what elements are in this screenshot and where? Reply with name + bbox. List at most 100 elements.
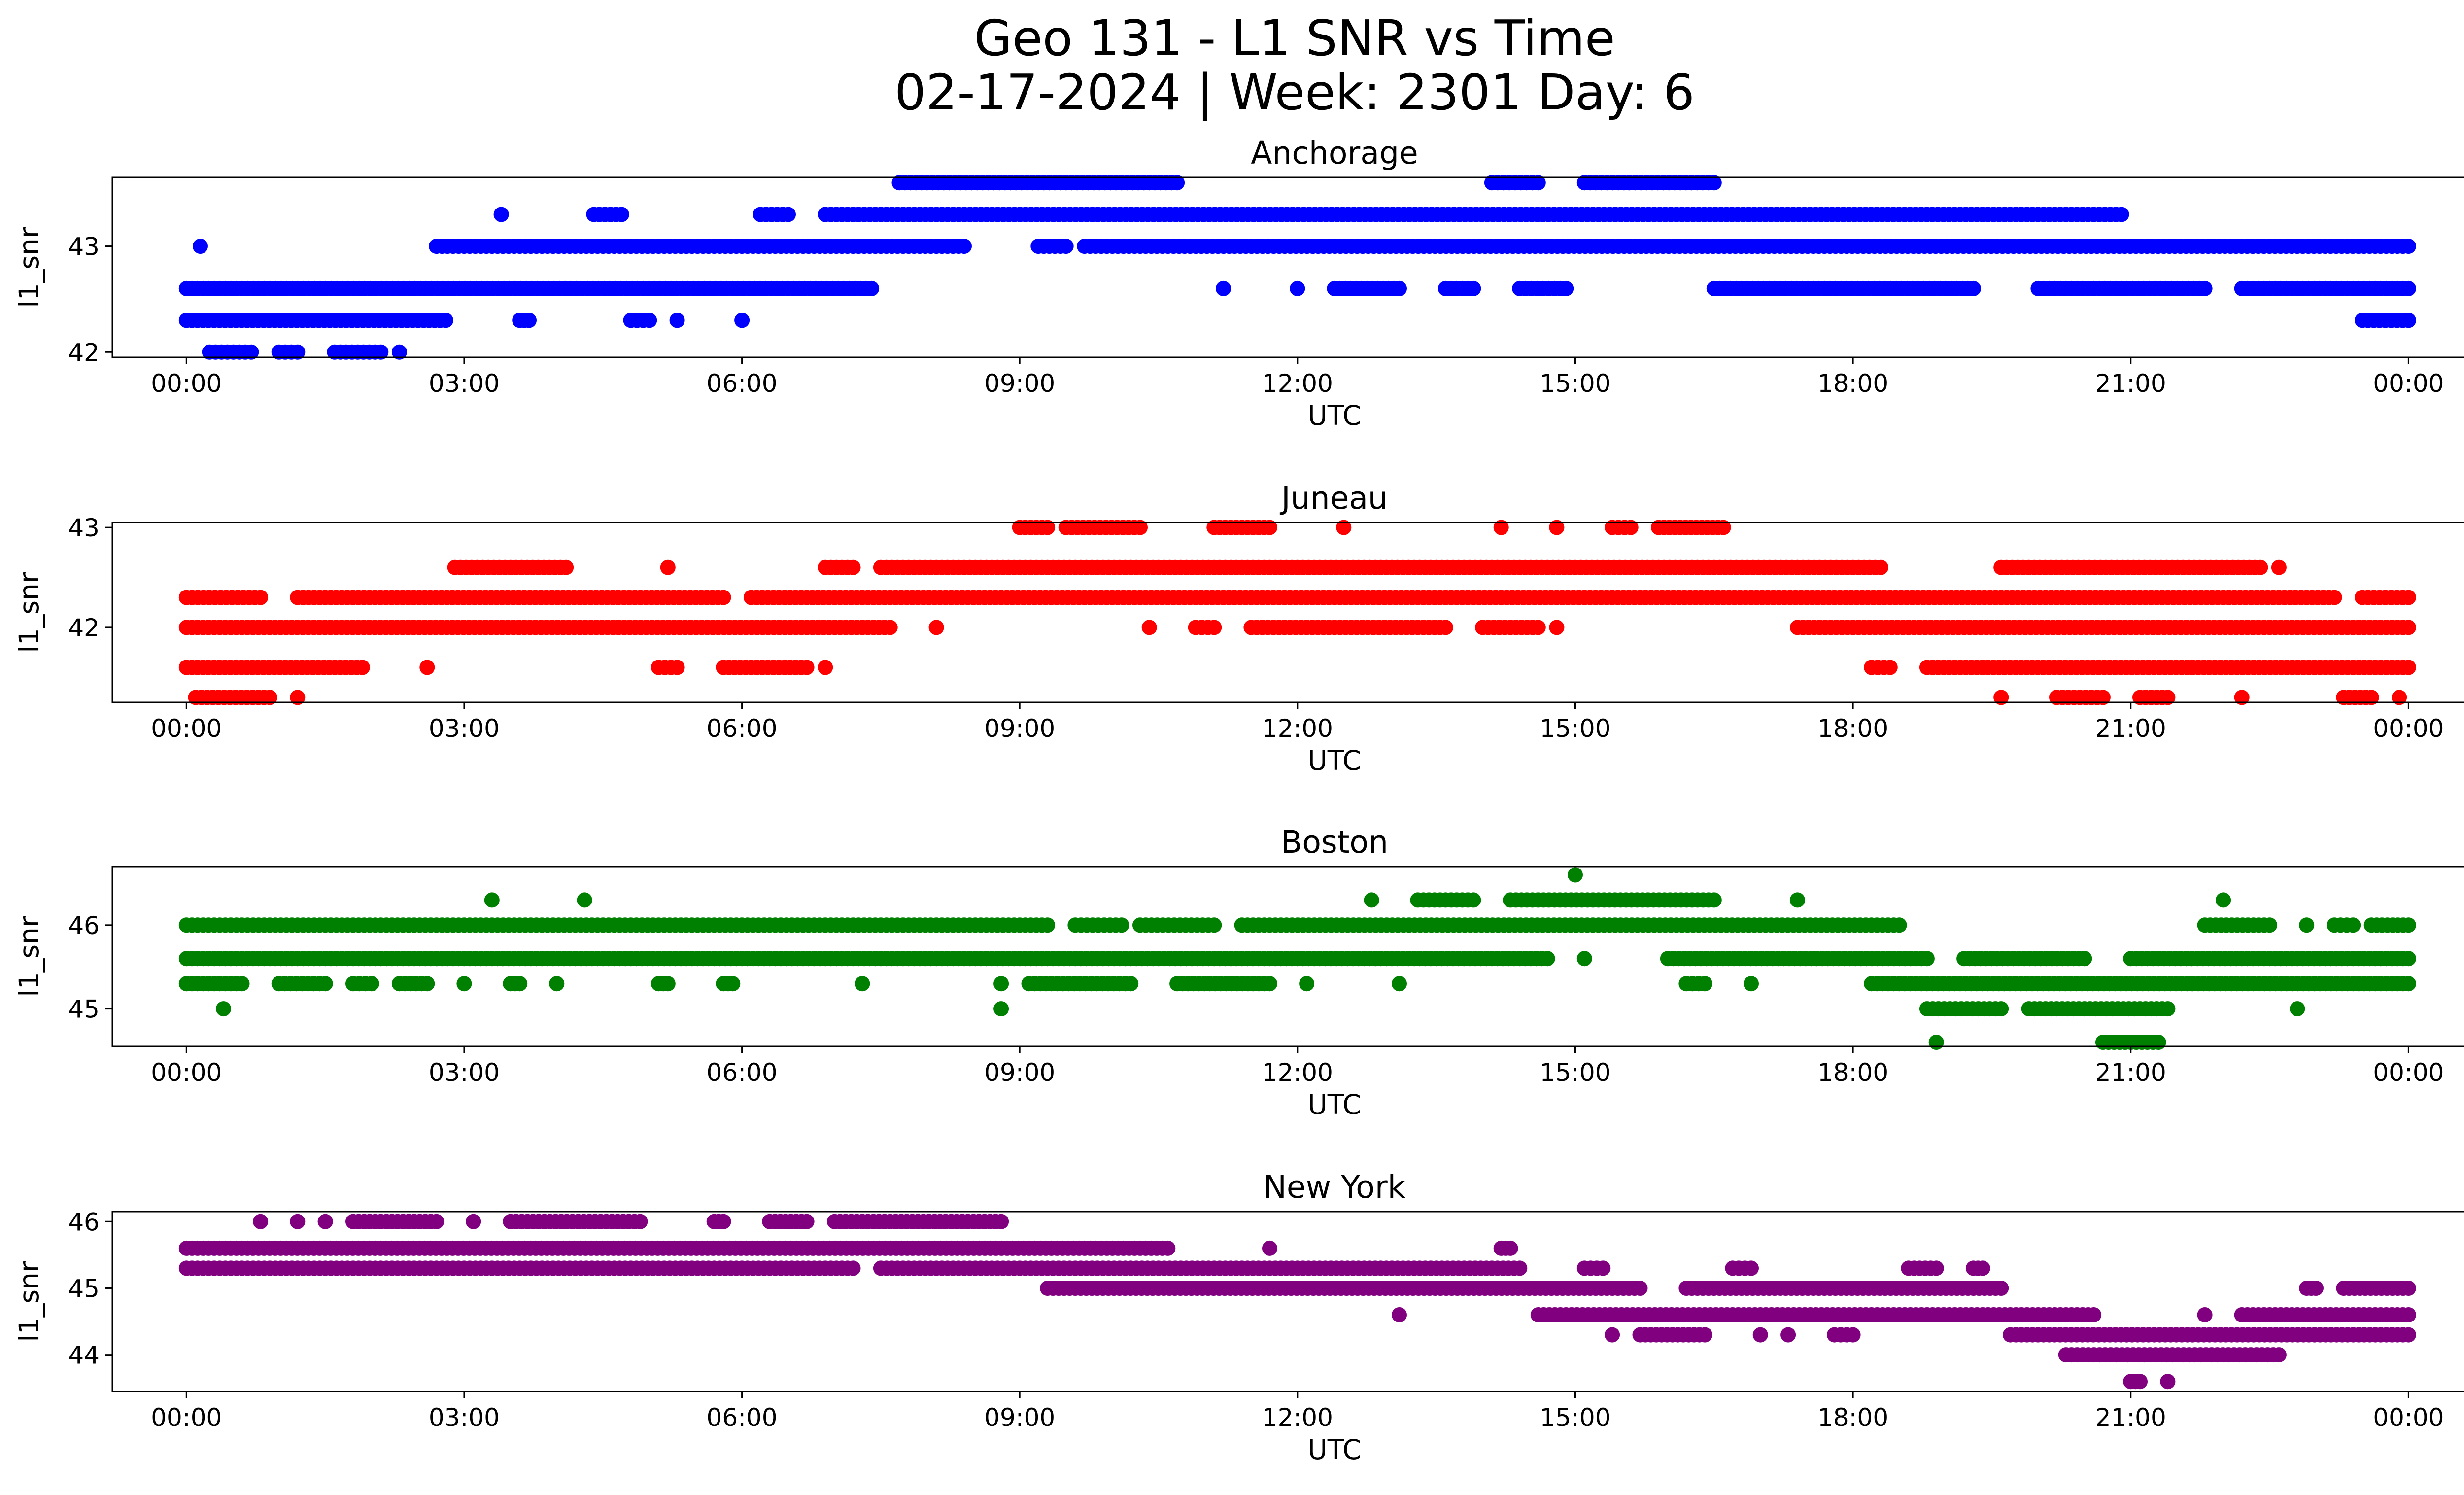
data-point [2197,1307,2213,1322]
plot-frame [111,866,2464,1047]
data-point [799,1214,815,1229]
data-point [864,280,880,296]
data-point [466,1214,481,1229]
figure-subtitle: 02-17-2024 | Week: 2301 Day: 6 [894,64,1694,121]
data-point [669,313,685,328]
x-tick-label: 21:00 [2095,369,2166,398]
x-tick-label: 09:00 [984,1403,1055,1432]
data-point [577,892,592,908]
x-tick-label: 21:00 [2095,1403,2166,1432]
data-point [2262,917,2278,933]
data-points [178,1214,2416,1390]
data-point [1392,976,1407,992]
y-tick-label: 44 [68,1341,100,1370]
x-tick-label: 00:00 [2373,1403,2444,1432]
data-point [1744,976,1759,992]
data-point [1262,1240,1277,1256]
x-tick-label: 09:00 [984,1058,1055,1087]
data-point [253,590,269,605]
data-point [2095,690,2111,705]
data-point [1882,660,1898,675]
data-point [1558,280,1574,296]
y-tick-label: 46 [68,1208,100,1236]
data-point [1697,976,1712,992]
data-point [2216,892,2231,908]
data-point [1706,175,1722,191]
x-tick-label: 15:00 [1540,1403,1610,1432]
data-point [1975,1260,1990,1276]
data-points [178,520,2416,705]
data-point [438,313,453,328]
data-point [1595,1260,1611,1276]
data-point [845,1260,861,1276]
data-point [290,690,306,705]
data-point [2400,313,2416,328]
data-point [2086,1307,2102,1322]
data-point [364,976,379,992]
data-point [1290,280,1305,296]
data-point [419,976,435,992]
data-point [290,1214,306,1229]
data-point [317,1214,333,1229]
y-tick-label: 42 [68,614,100,642]
data-point [2400,620,2416,635]
data-point [1845,1327,1861,1343]
data-point [2271,1347,2287,1363]
x-axis-label: UTC [1307,745,1361,776]
data-point [1993,1281,2009,1296]
x-tick-label: 00:00 [151,369,222,398]
data-point [1928,1260,1944,1276]
data-point [2392,690,2407,705]
data-point [2132,1374,2148,1390]
y-axis-label: l1_snr [13,227,45,308]
data-point [1299,976,1315,992]
data-point [2271,559,2287,575]
data-point [1632,1281,1648,1296]
data-point [1058,239,1074,254]
x-tick-label: 03:00 [429,1403,500,1432]
data-point [2400,951,2416,967]
panel-title: Boston [1281,824,1388,860]
data-point [456,976,472,992]
data-point [1549,620,1565,635]
data-point [614,207,629,222]
data-point [1873,559,1888,575]
x-tick-label: 15:00 [1540,714,1610,743]
data-point [1780,1327,1796,1343]
data-point [317,976,333,992]
data-point [993,976,1009,992]
data-point [716,590,731,605]
data-point [660,559,676,575]
x-tick-label: 12:00 [1262,1058,1333,1087]
x-axis-label: UTC [1307,1434,1361,1465]
figure-title: Geo 131 - L1 SNR vs Time [974,9,1615,67]
data-point [1503,1240,1518,1256]
data-point [391,344,407,360]
data-point [1123,976,1139,992]
data-point [2160,1374,2176,1390]
data-point [558,559,574,575]
x-tick-label: 06:00 [707,1058,778,1087]
x-axis-label: UTC [1307,400,1361,431]
data-point [2160,1001,2176,1017]
data-point [429,1214,445,1229]
data-point [1744,1260,1759,1276]
data-point [1040,917,1056,933]
data-point [521,313,537,328]
data-point [419,660,435,675]
data-point [2308,1281,2324,1296]
data-point [1364,892,1379,908]
data-point [993,1214,1009,1229]
data-point [1993,690,2009,705]
x-tick-label: 03:00 [429,1058,500,1087]
data-point [484,892,500,908]
data-point [928,620,944,635]
data-point [1605,1327,1620,1343]
panel-title: New York [1264,1169,1406,1205]
x-tick-label: 15:00 [1540,1058,1610,1087]
data-point [993,1001,1009,1017]
y-axis-label: l1_snr [13,916,45,997]
data-point [1262,520,1277,535]
data-point [493,207,509,222]
